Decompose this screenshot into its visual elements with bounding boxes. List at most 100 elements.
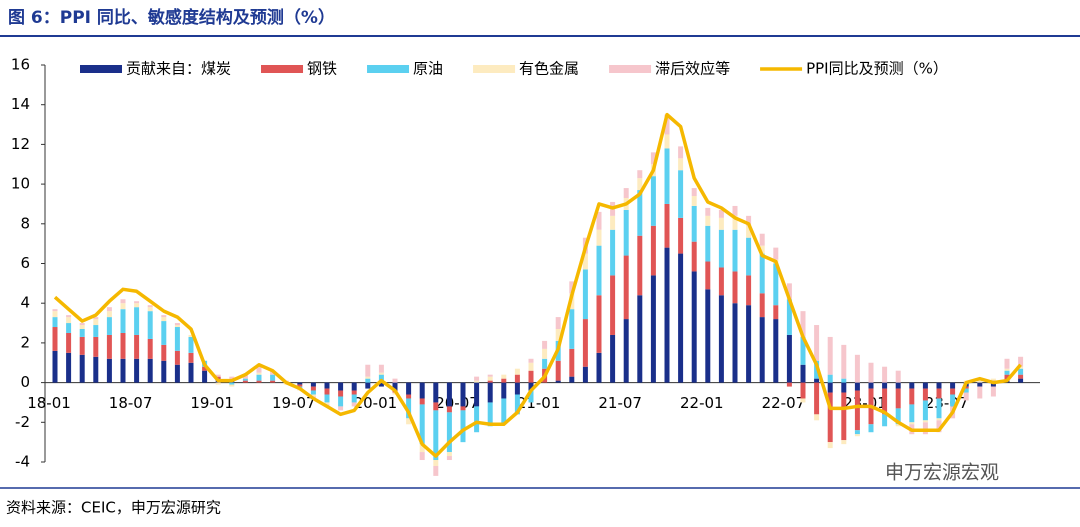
bar [215,382,221,385]
bar [378,374,384,383]
bar [555,317,561,330]
bar [800,382,806,399]
bar [854,434,860,437]
bar [759,317,765,383]
bar [338,406,344,411]
bar [188,334,194,337]
watermark: 申万宏源宏观 [885,462,999,484]
bar [66,315,72,318]
bar [297,382,303,385]
bar [310,386,316,391]
bar [637,235,643,296]
bar [351,390,357,395]
bar [596,229,602,246]
bar [161,315,167,318]
bar [664,114,670,135]
bar [419,382,425,399]
x-tick-label: 21-07 [598,394,642,412]
bar [351,394,357,403]
bar [378,372,384,375]
bar [66,332,72,353]
bar [433,402,439,411]
bar [691,241,697,272]
bar [841,382,847,393]
bar [759,253,765,294]
bar [596,295,602,353]
bar [215,376,221,379]
legend-swatch [80,65,122,73]
legend-label: 滞后效应等 [655,60,730,78]
bar [746,215,752,226]
bar [882,382,888,389]
bar [446,412,452,453]
bar [256,374,262,381]
bar [79,354,85,383]
bar [909,422,915,425]
bar [419,404,425,445]
x-tick-label: 18-07 [109,394,153,412]
bar [120,303,126,310]
bar [582,253,588,270]
bar [650,225,656,276]
bar [895,424,901,427]
bar [882,388,888,415]
bar [406,382,412,395]
bar [52,311,58,318]
bar [678,170,684,218]
bar [650,176,656,226]
bar [1018,356,1024,367]
bar [922,422,928,435]
bar [174,325,180,328]
bar [93,317,99,320]
bar [501,378,507,383]
bar [460,410,466,443]
bar [446,456,452,461]
bar [732,303,738,383]
bar [514,368,520,375]
bar [52,317,58,328]
bar [134,358,140,383]
y-tick-label: 6 [20,254,30,272]
bar [310,394,316,397]
bar [882,414,888,427]
bar [718,295,724,383]
bar [324,382,330,389]
bar [514,394,520,415]
x-tick-label: 22-01 [680,394,724,412]
bar [705,215,711,226]
bar [365,378,371,383]
bar [528,362,534,371]
y-tick-label: 16 [11,56,30,74]
bar [854,390,860,431]
bar [229,384,235,387]
bar [351,402,357,407]
bar [868,424,874,433]
bar [569,348,575,377]
bar [93,319,99,326]
bar [691,205,697,242]
bar [270,380,276,383]
bar [514,374,520,383]
y-tick-label: 10 [11,175,30,193]
bar [1018,366,1024,369]
bar [324,394,330,403]
bar [406,418,412,425]
bar [174,327,180,351]
x-tick-label: 19-07 [272,394,316,412]
bar [310,382,316,387]
bar [242,380,248,383]
bar [827,442,833,449]
bar [501,398,507,425]
bar [79,329,85,337]
bar [936,388,942,399]
bar [854,354,860,383]
bar [324,388,330,395]
bar [297,384,303,387]
bar [79,325,85,330]
bar [637,178,643,191]
bar [963,392,969,401]
bar [487,374,493,377]
bar [460,406,466,411]
bar [555,329,561,341]
bar [378,382,384,387]
